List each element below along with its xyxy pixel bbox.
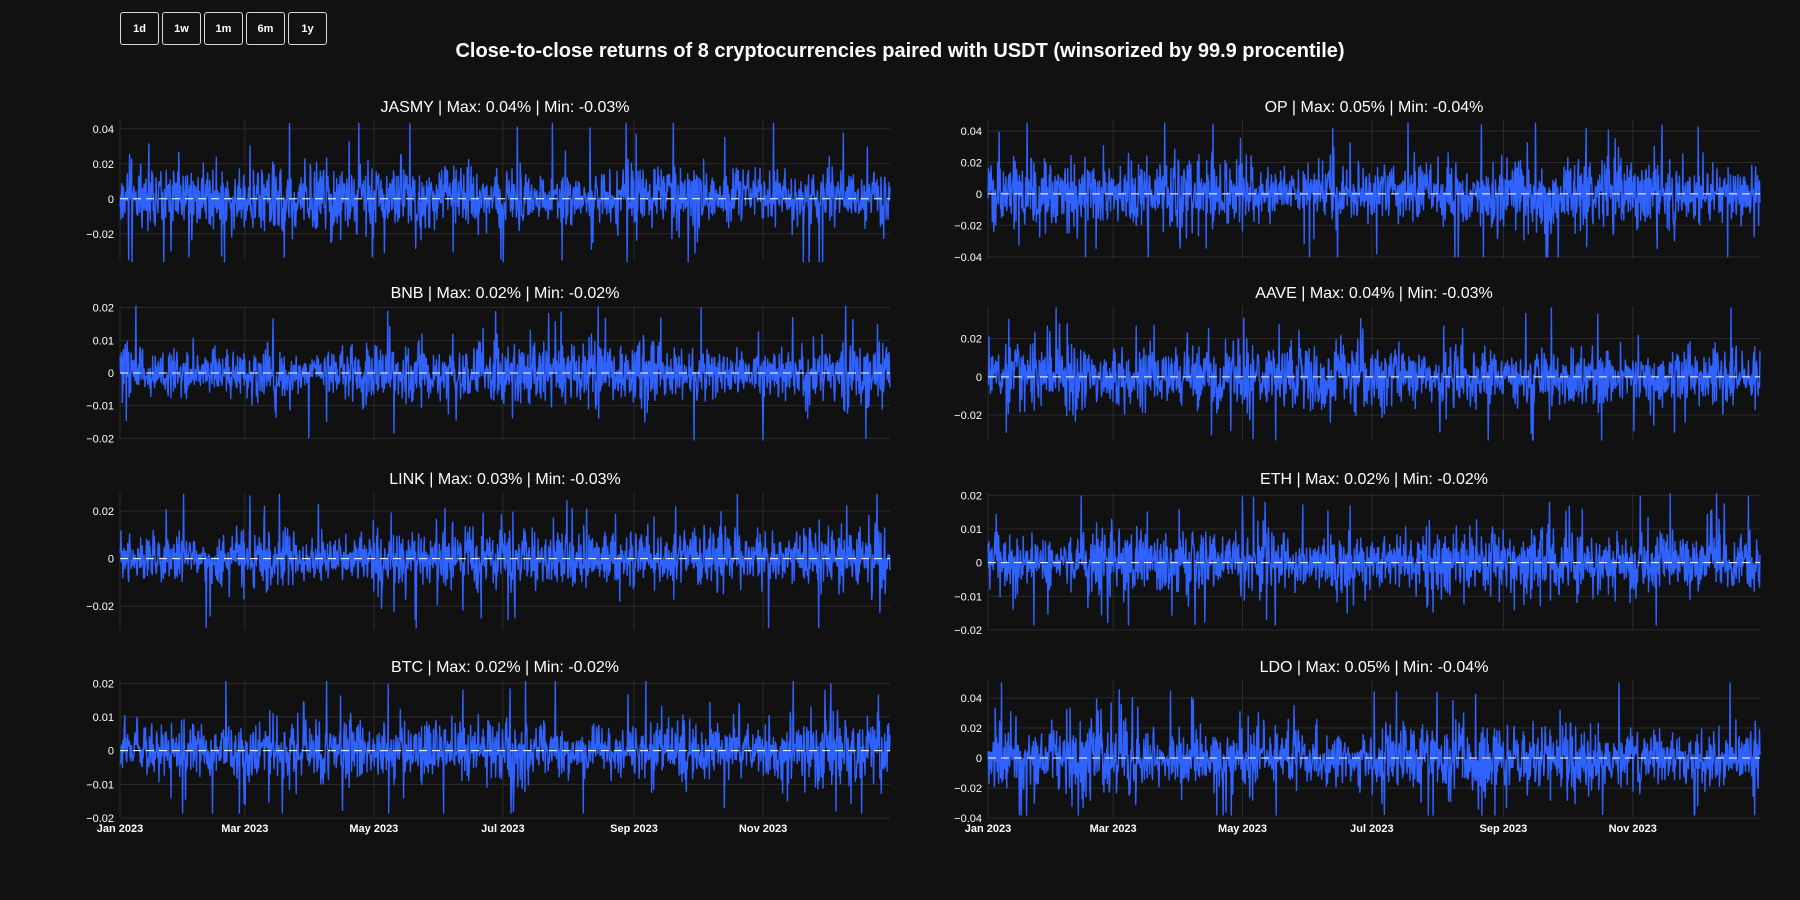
y-tick-label: 0.02 <box>93 506 114 518</box>
x-tick-label: Nov 2023 <box>1609 823 1657 835</box>
y-tick-label: 0.02 <box>93 303 114 315</box>
returns-line-link <box>119 493 891 629</box>
y-tick-label: −0.01 <box>86 779 114 791</box>
subplot-title: ETH | Max: 0.02% | Min: -0.02% <box>1260 471 1488 488</box>
y-tick-label: −0.02 <box>86 433 114 445</box>
range-button-1y[interactable]: 1y <box>288 12 327 45</box>
subplot-jasmy: 0.04 0.02 0 −0.02 JASMY | Max: 0.04% | Min: … <box>86 99 891 263</box>
x-tick-label: Sep 2023 <box>610 823 658 835</box>
range-button-1d[interactable]: 1d <box>120 12 159 45</box>
x-tick-label: May 2023 <box>1218 823 1267 835</box>
returns-line-jasmy <box>119 122 891 263</box>
y-tick-label: 0.04 <box>961 126 982 138</box>
y-tick-label: 0.04 <box>961 693 982 705</box>
subplot-title: LINK | Max: 0.03% | Min: -0.03% <box>389 471 621 488</box>
y-tick-label: 0.02 <box>93 159 114 171</box>
subplot-title: JASMY | Max: 0.04% | Min: -0.03% <box>381 99 630 116</box>
y-tick-label: 0.02 <box>961 490 982 502</box>
x-tick-label: Jan 2023 <box>965 823 1011 835</box>
returns-line-aave <box>987 307 1761 441</box>
x-tick-label: Mar 2023 <box>221 823 268 835</box>
y-tick-label: 0.02 <box>93 678 114 690</box>
x-tick-label: May 2023 <box>349 823 398 835</box>
y-tick-label: 0.01 <box>961 524 982 536</box>
y-tick-label: 0.02 <box>961 157 982 169</box>
x-tick-label: Jan 2023 <box>97 823 143 835</box>
chart-title: Close-to-close returns of 8 cryptocurren… <box>455 40 1345 62</box>
y-tick-label: 0 <box>108 554 114 566</box>
y-tick-label: −0.01 <box>86 401 114 413</box>
y-tick-label: 0.02 <box>961 723 982 735</box>
y-tick-label: −0.02 <box>86 601 114 613</box>
range-button-1m[interactable]: 1m <box>204 12 243 45</box>
y-tick-label: 0.04 <box>93 124 114 136</box>
y-tick-label: 0 <box>108 746 114 758</box>
y-tick-label: 0.02 <box>961 334 982 346</box>
range-selector: 1d 1w 1m 6m 1y <box>120 12 327 45</box>
subplot-title: BNB | Max: 0.02% | Min: -0.02% <box>391 285 620 302</box>
x-tick-label: Jul 2023 <box>481 823 524 835</box>
subplot-title: OP | Max: 0.05% | Min: -0.04% <box>1265 99 1484 116</box>
y-tick-label: 0.01 <box>93 335 114 347</box>
x-tick-label: Nov 2023 <box>739 823 787 835</box>
subplot-title: LDO | Max: 0.05% | Min: -0.04% <box>1260 659 1489 676</box>
x-tick-label: Jul 2023 <box>1350 823 1393 835</box>
y-tick-label: −0.04 <box>954 813 982 825</box>
y-tick-label: −0.02 <box>86 813 114 825</box>
y-tick-label: 0 <box>108 368 114 380</box>
y-tick-label: 0.01 <box>93 712 114 724</box>
y-tick-label: −0.02 <box>954 220 982 232</box>
y-tick-label: −0.02 <box>954 410 982 422</box>
y-tick-label: 0 <box>976 189 982 201</box>
subplot-aave: 0.02 0 −0.02 AAVE | Max: 0.04% | Min: -0.03… <box>954 285 1761 441</box>
y-tick-label: 0 <box>976 372 982 384</box>
subplot-link: 0.02 0 −0.02 LINK | Max: 0.03% | Min: -0.03… <box>86 471 891 630</box>
x-tick-label: Sep 2023 <box>1480 823 1528 835</box>
subplot-op: 0.04 0.02 0 −0.02 −0.04 OP | Max: 0.05% | Min… <box>954 99 1761 264</box>
subplot-btc: 0.02 0.01 0 −0.01 −0.02 BTC | Max: 0.02% | Mi… <box>86 659 891 835</box>
returns-line-bnb <box>119 305 891 441</box>
y-tick-label: 0 <box>108 194 114 206</box>
y-tick-label: −0.02 <box>86 229 114 241</box>
y-tick-label: 0 <box>976 558 982 570</box>
returns-line-btc <box>119 681 891 814</box>
returns-line-eth <box>987 493 1761 626</box>
range-button-1w[interactable]: 1w <box>162 12 201 45</box>
subplot-ldo: 0.04 0.02 0 −0.02 −0.04 LDO | Max: 0.05% | Mi… <box>954 659 1761 835</box>
subplot-title: BTC | Max: 0.02% | Min: -0.02% <box>391 659 619 676</box>
y-tick-label: −0.04 <box>954 252 982 264</box>
subplot-bnb: 0.02 0.01 0 −0.01 −0.02 BNB | Max: 0.02% | Mi… <box>86 285 891 445</box>
y-tick-label: 0 <box>976 753 982 765</box>
returns-line-op <box>987 122 1761 258</box>
returns-line-ldo <box>987 682 1761 816</box>
subplot-eth: 0.02 0.01 0 −0.01 −0.02 ETH | Max: 0.02% | Mi… <box>954 471 1761 637</box>
y-tick-label: −0.02 <box>954 783 982 795</box>
x-tick-label: Mar 2023 <box>1090 823 1137 835</box>
y-tick-label: −0.02 <box>954 625 982 637</box>
subplot-title: AAVE | Max: 0.04% | Min: -0.03% <box>1255 285 1492 302</box>
y-tick-label: −0.01 <box>954 591 982 603</box>
range-button-6m[interactable]: 6m <box>246 12 285 45</box>
